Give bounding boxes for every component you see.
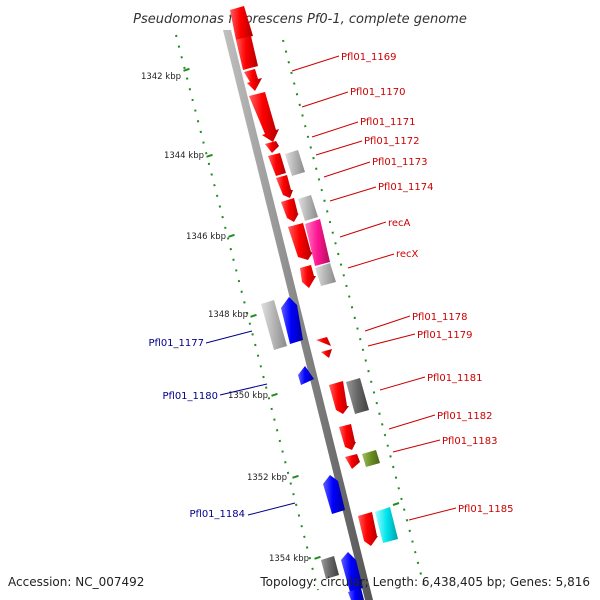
scale-label-1342: 1342 kbp: [141, 72, 181, 82]
gene-arrow-1179[interactable]: [321, 349, 332, 358]
gene-label-recx[interactable]: recX: [396, 249, 419, 260]
gene-arrow-1184[interactable]: [323, 475, 345, 514]
topology-text: Topology: circular; Length: 6,438,405 bp…: [259, 575, 590, 589]
gene-label-pfl01-1185[interactable]: Pfl01_1185: [458, 504, 514, 515]
gene-arrow-1183[interactable]: [345, 454, 360, 469]
gene-block-olive[interactable]: [362, 450, 380, 467]
gene-arrow-1181[interactable]: [329, 381, 349, 414]
scale-ticks: [183, 67, 400, 560]
gene-label-pfl01-1181[interactable]: Pfl01_1181: [427, 373, 483, 384]
scale-label-1344: 1344 kbp: [164, 151, 204, 161]
gene-block[interactable]: [236, 36, 258, 70]
gene-label-reca[interactable]: recA: [388, 218, 411, 229]
inner-tick-ring: [175, 34, 319, 591]
gene-block-cyan[interactable]: [375, 507, 398, 543]
reverse-strand-genes: [261, 297, 364, 600]
gene-block-grey[interactable]: [298, 195, 318, 221]
gene-block[interactable]: [230, 6, 253, 40]
gene-arrow-1174[interactable]: [281, 198, 299, 222]
scale-label-1348: 1348 kbp: [208, 310, 248, 320]
scale-label-1350: 1350 kbp: [228, 391, 268, 401]
gene-block-grey[interactable]: [261, 300, 287, 350]
gene-label-pfl01-1184[interactable]: Pfl01_1184: [189, 509, 245, 520]
gene-arrow-1171[interactable]: [265, 141, 279, 153]
accession-text: Accession: NC_007492: [8, 575, 144, 589]
gene-label-pfl01-1178[interactable]: Pfl01_1178: [412, 312, 468, 323]
gene-label-pfl01-1174[interactable]: Pfl01_1174: [378, 182, 434, 193]
outer-track-genes: [285, 150, 398, 543]
gene-block-grey[interactable]: [285, 150, 305, 176]
gene-label-pfl01-1173[interactable]: Pfl01_1173: [372, 157, 428, 168]
scale-label-1352: 1352 kbp: [247, 473, 287, 483]
gene-block-magenta[interactable]: [305, 219, 330, 266]
gene-block-1172[interactable]: [268, 153, 286, 176]
gene-label-pfl01-1182[interactable]: Pfl01_1182: [437, 411, 493, 422]
gene-arrow-1185[interactable]: [358, 512, 378, 546]
gene-arrow-1169[interactable]: [244, 69, 262, 91]
gene-arrow-1180[interactable]: [298, 366, 314, 385]
gene-label-pfl01-1179[interactable]: Pfl01_1179: [417, 330, 473, 341]
scale-label-1346: 1346 kbp: [186, 232, 226, 242]
gene-arrow-1170[interactable]: [249, 92, 279, 142]
gene-label-pfl01-1169[interactable]: Pfl01_1169: [341, 52, 397, 63]
gene-label-pfl01-1183[interactable]: Pfl01_1183: [442, 436, 498, 447]
gene-label-pfl01-1171[interactable]: Pfl01_1171: [360, 117, 416, 128]
gene-block-blue[interactable]: [341, 552, 363, 592]
forward-strand-genes: [230, 6, 378, 546]
gene-label-pfl01-1172[interactable]: Pfl01_1172: [364, 136, 420, 147]
gene-arrow-1178[interactable]: [316, 337, 331, 346]
scale-label-1354: 1354 kbp: [269, 554, 309, 564]
right-label-leaders: [291, 55, 457, 521]
gene-block-grey[interactable]: [315, 263, 336, 286]
left-label-leaders: [205, 330, 296, 516]
gene-arrow-1177[interactable]: [281, 297, 303, 344]
gene-label-pfl01-1180[interactable]: Pfl01_1180: [162, 391, 218, 402]
gene-arrow-1182[interactable]: [339, 424, 356, 450]
gene-arrow-1173[interactable]: [276, 175, 293, 198]
gene-arrow-recx[interactable]: [300, 265, 316, 288]
gene-label-pfl01-1177[interactable]: Pfl01_1177: [148, 338, 204, 349]
map-title: Pseudomonas fluorescens Pf0-1, complete …: [133, 12, 467, 27]
gene-block-dark-grey[interactable]: [346, 378, 369, 414]
gene-arrow-reca[interactable]: [288, 223, 313, 260]
gene-block-dark-grey[interactable]: [321, 556, 339, 579]
gene-block-blue[interactable]: [348, 588, 364, 600]
gene-label-pfl01-1170[interactable]: Pfl01_1170: [350, 87, 406, 98]
outer-tick-ring: [282, 39, 426, 591]
